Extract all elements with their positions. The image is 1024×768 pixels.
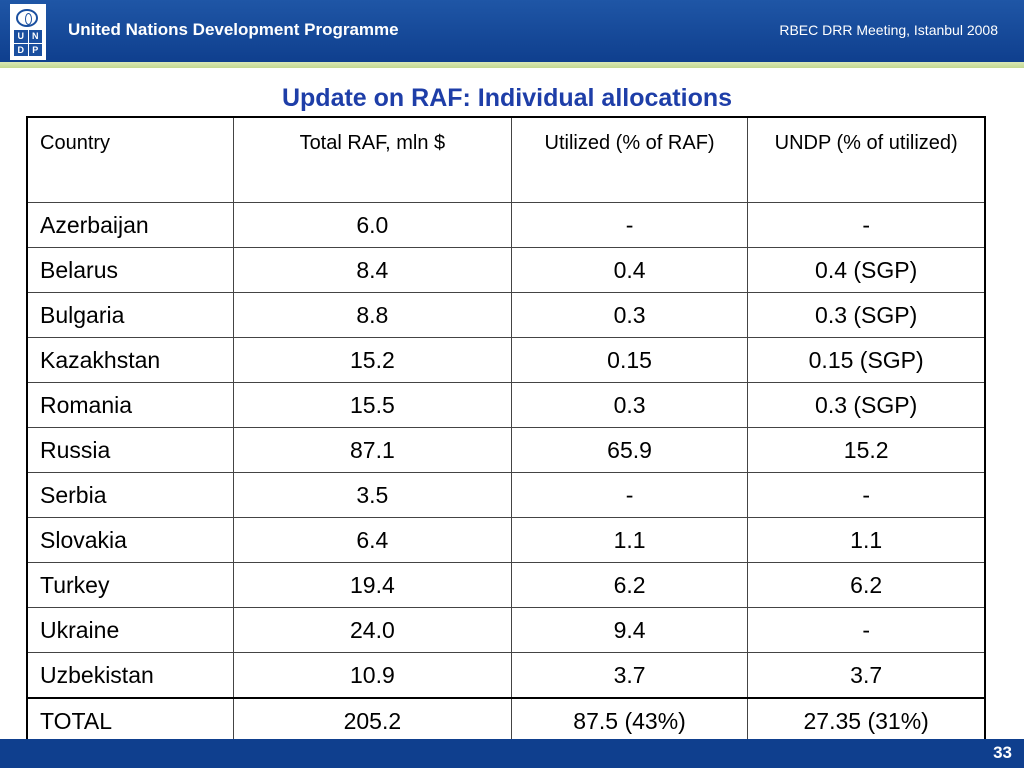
cell-country: Turkey	[26, 562, 234, 608]
logo-letter: P	[28, 43, 42, 56]
organization-name: United Nations Development Programme	[68, 20, 399, 39]
cell-undp: 15.2	[747, 427, 986, 473]
footer-bar: 33	[0, 739, 1024, 768]
cell-utilized: 9.4	[510, 607, 749, 653]
cell-country: Bulgaria	[26, 292, 234, 338]
cell-country: TOTAL	[26, 697, 234, 745]
page-number: 33	[993, 743, 1012, 762]
column-header-undp: UNDP (% of utilized)	[747, 116, 986, 203]
cell-utilized: 3.7	[510, 652, 749, 699]
cell-country: Slovakia	[26, 517, 234, 563]
cell-undp: -	[747, 472, 986, 518]
cell-total-raf: 24.0	[232, 607, 512, 653]
cell-undp: 0.3 (SGP)	[747, 292, 986, 338]
table-row: Turkey 19.4 6.2 6.2	[26, 562, 986, 608]
meeting-name: RBEC DRR Meeting, Istanbul 2008	[779, 22, 998, 38]
cell-country: Serbia	[26, 472, 234, 518]
undp-letters: U N D P	[14, 30, 42, 56]
cell-country: Azerbaijan	[26, 202, 234, 248]
cell-utilized: 6.2	[510, 562, 749, 608]
cell-undp: 3.7	[747, 652, 986, 699]
cell-utilized: 65.9	[510, 427, 749, 473]
cell-total-raf: 205.2	[232, 697, 512, 745]
cell-utilized: 0.3	[510, 382, 749, 428]
table-row: Azerbaijan 6.0 - -	[26, 202, 986, 248]
cell-total-raf: 87.1	[232, 427, 512, 473]
cell-undp: 0.4 (SGP)	[747, 247, 986, 293]
cell-country: Ukraine	[26, 607, 234, 653]
cell-undp: 27.35 (31%)	[747, 697, 986, 745]
cell-total-raf: 10.9	[232, 652, 512, 699]
cell-utilized: 1.1	[510, 517, 749, 563]
cell-utilized: 87.5 (43%)	[510, 697, 749, 745]
table-row: Ukraine 24.0 9.4 -	[26, 607, 986, 653]
cell-utilized: 0.15	[510, 337, 749, 383]
un-emblem-icon	[16, 9, 38, 27]
cell-utilized: -	[510, 472, 749, 518]
cell-undp: 1.1	[747, 517, 986, 563]
table-row: Belarus 8.4 0.4 0.4 (SGP)	[26, 247, 986, 293]
table-row: Bulgaria 8.8 0.3 0.3 (SGP)	[26, 292, 986, 338]
cell-country: Kazakhstan	[26, 337, 234, 383]
header-stripe	[0, 62, 1024, 68]
cell-total-raf: 8.4	[232, 247, 512, 293]
table-header-row: Country Total RAF, mln $ Utilized (% of …	[26, 116, 986, 203]
cell-undp: 6.2	[747, 562, 986, 608]
column-header-utilized: Utilized (% of RAF)	[510, 116, 749, 203]
cell-total-raf: 15.2	[232, 337, 512, 383]
table-row: Uzbekistan 10.9 3.7 3.7	[26, 652, 986, 699]
cell-undp: -	[747, 202, 986, 248]
allocations-table: Country Total RAF, mln $ Utilized (% of …	[26, 116, 986, 745]
cell-country: Russia	[26, 427, 234, 473]
table-row: Romania 15.5 0.3 0.3 (SGP)	[26, 382, 986, 428]
table-row: Slovakia 6.4 1.1 1.1	[26, 517, 986, 563]
cell-total-raf: 6.0	[232, 202, 512, 248]
cell-undp: 0.15 (SGP)	[747, 337, 986, 383]
cell-utilized: 0.4	[510, 247, 749, 293]
column-header-country: Country	[26, 116, 234, 203]
header-bar: U N D P United Nations Development Progr…	[0, 0, 1024, 62]
cell-total-raf: 8.8	[232, 292, 512, 338]
cell-undp: 0.3 (SGP)	[747, 382, 986, 428]
logo-letter: N	[28, 30, 42, 43]
logo-letter: D	[14, 43, 28, 56]
table-total-row: TOTAL 205.2 87.5 (43%) 27.35 (31%)	[26, 697, 986, 745]
cell-country: Uzbekistan	[26, 652, 234, 699]
table-row: Serbia 3.5 - -	[26, 472, 986, 518]
cell-total-raf: 3.5	[232, 472, 512, 518]
table-row: Russia 87.1 65.9 15.2	[26, 427, 986, 473]
cell-total-raf: 6.4	[232, 517, 512, 563]
cell-country: Belarus	[26, 247, 234, 293]
cell-undp: -	[747, 607, 986, 653]
cell-country: Romania	[26, 382, 234, 428]
undp-logo: U N D P	[10, 4, 46, 60]
logo-letter: U	[14, 30, 28, 43]
cell-total-raf: 15.5	[232, 382, 512, 428]
cell-total-raf: 19.4	[232, 562, 512, 608]
slide-title: Update on RAF: Individual allocations	[281, 84, 733, 112]
column-header-total-raf: Total RAF, mln $	[232, 116, 512, 203]
cell-utilized: 0.3	[510, 292, 749, 338]
cell-utilized: -	[510, 202, 749, 248]
table-row: Kazakhstan 15.2 0.15 0.15 (SGP)	[26, 337, 986, 383]
